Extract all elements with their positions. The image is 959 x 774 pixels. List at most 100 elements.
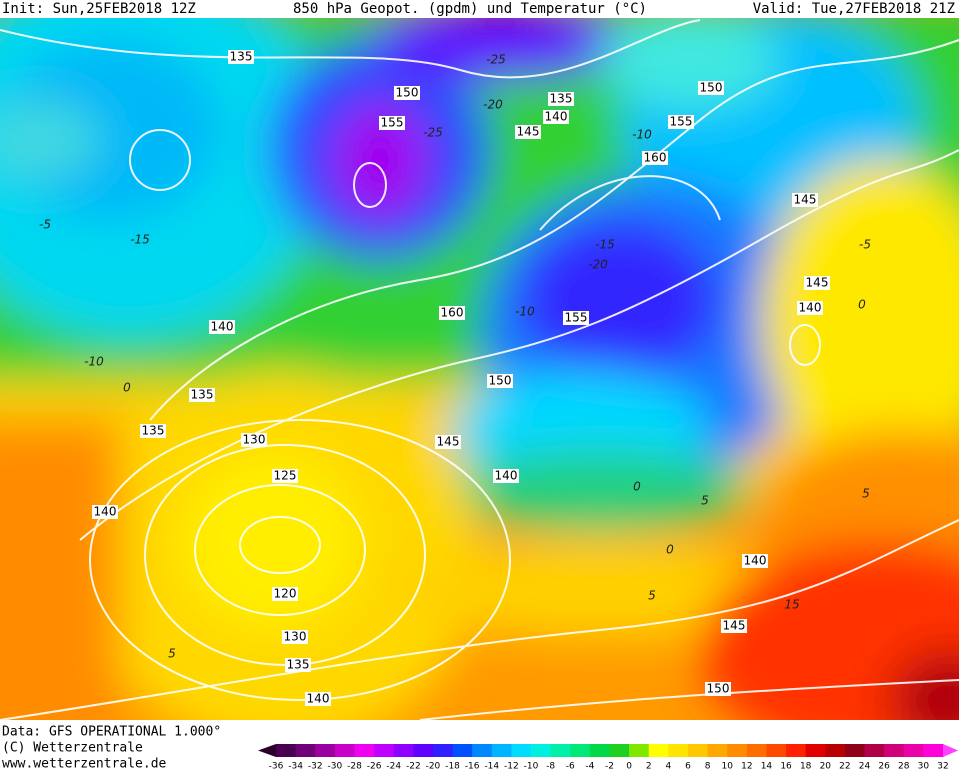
label-box [642,151,668,165]
map-title: 850 hPa Geopot. (gpdm) und Temperatur (°… [293,1,647,17]
geopotential-label: 145 [806,276,829,290]
valid-time: Valid: Tue,27FEB2018 21Z [753,1,955,17]
colorbar-segment [531,744,552,757]
colorbar-segment [844,744,866,757]
colorbar-label: 4 [665,762,671,771]
temperature-label: -10 [632,128,652,142]
colorbar-segment [452,744,473,757]
geopotential-label: 150 [700,81,723,95]
colorbar-segment [511,744,532,757]
geopotential-label: 130 [243,433,266,447]
geopotential-label: 140 [495,469,518,483]
label-box [140,424,166,438]
colorbar-segment [805,744,826,757]
temperature-label: -25 [423,126,443,140]
colorbar-label: 12 [741,762,752,771]
colorbar-label: 8 [705,762,711,771]
colorbar-segment [648,744,669,757]
colorbar-label: -2 [605,762,614,771]
geopotential-label: 125 [274,469,297,483]
colorbar-segment [707,744,728,757]
colorbar-label: -6 [566,762,575,771]
label-box [282,630,308,644]
colorbar-segment [276,744,297,757]
colorbar-segment [315,744,336,757]
colorbar-label: -10 [524,762,539,771]
geopotential-label: 150 [489,374,512,388]
colorbar-label: 16 [780,762,792,771]
geopotential-label: 140 [211,320,234,334]
label-box [272,587,298,601]
colorbar-segment [687,744,709,757]
temperature-label: -20 [483,98,503,112]
colorbar-label: -30 [328,762,343,771]
colorbar-label: -20 [426,762,441,771]
label-box [493,469,519,483]
geopotential-label: 135 [550,92,573,106]
colorbar-label: -18 [445,762,460,771]
colorbar-segment [668,744,689,757]
geopotential-label: 140 [545,110,568,124]
colorbar: -36 -34 -32 -30 -28 -26 -24 -22 -20 -18 -16 -14 -12-… [258,744,958,772]
colorbar-label: -14 [484,762,499,771]
label-box [792,193,818,207]
geopotential-label: 135 [230,50,253,64]
colorbar-segment [432,744,454,757]
temperature-label: 0 [666,543,674,557]
colorbar-label: -24 [386,762,401,771]
colorbar-segment [374,744,395,757]
geopotential-label: 135 [287,658,310,672]
colorbar-label: 30 [918,762,930,771]
geopotential-label: 135 [191,388,214,402]
colorbar-segment [354,744,375,757]
colorbar-segment [746,744,767,757]
init-time: Init: Sun,25FEB2018 12Z [2,1,196,17]
colorbar-segment [825,744,846,757]
temperature-label: -5 [39,218,51,232]
colorbar-segment [727,744,748,757]
colorbar-label: 6 [685,762,691,771]
colorbar-segment [923,744,944,757]
colorbar-segment [864,744,885,757]
label-box [742,554,768,568]
geopotential-label: 155 [381,116,404,130]
label-box [435,435,461,449]
colorbar-label: 20 [820,762,832,771]
colorbar-label: -28 [347,762,362,771]
geopotential-label: 140 [94,505,117,519]
label-box [487,374,513,388]
colorbar-segment [413,744,434,757]
colorbar-label: 0 [626,762,632,771]
temperature-label: -20 [588,258,608,272]
label-box [228,50,254,64]
geopotential-label: 145 [437,435,460,449]
label-box [804,276,830,290]
label-box [394,86,420,100]
label-box [705,682,731,696]
colorbar-arrow [258,744,276,757]
colorbar-segment [903,744,924,757]
colorbar-label: 24 [859,762,871,771]
geopotential-label: 140 [799,301,822,315]
geopotential-label: 150 [707,682,730,696]
temperature-label: 0 [858,298,866,312]
geopotential-label: 155 [670,115,693,129]
colorbar-label: 2 [646,762,652,771]
colorbar-label: 28 [898,762,910,771]
label-box [189,388,215,402]
colorbar-label: -34 [288,762,303,771]
colorbar-segment [550,744,571,757]
colorbar-label: 22 [839,762,850,771]
temperature-label: 5 [648,589,656,603]
label-box [439,306,465,320]
colorbar-segment [786,744,807,757]
colorbar-label: 18 [800,762,812,771]
label-box [515,125,541,139]
temperature-label: 15 [784,598,799,612]
label-box [668,115,694,129]
colorbar-label: -16 [465,762,480,771]
temperature-label: -10 [515,305,535,319]
colorbar-segment [589,744,610,757]
